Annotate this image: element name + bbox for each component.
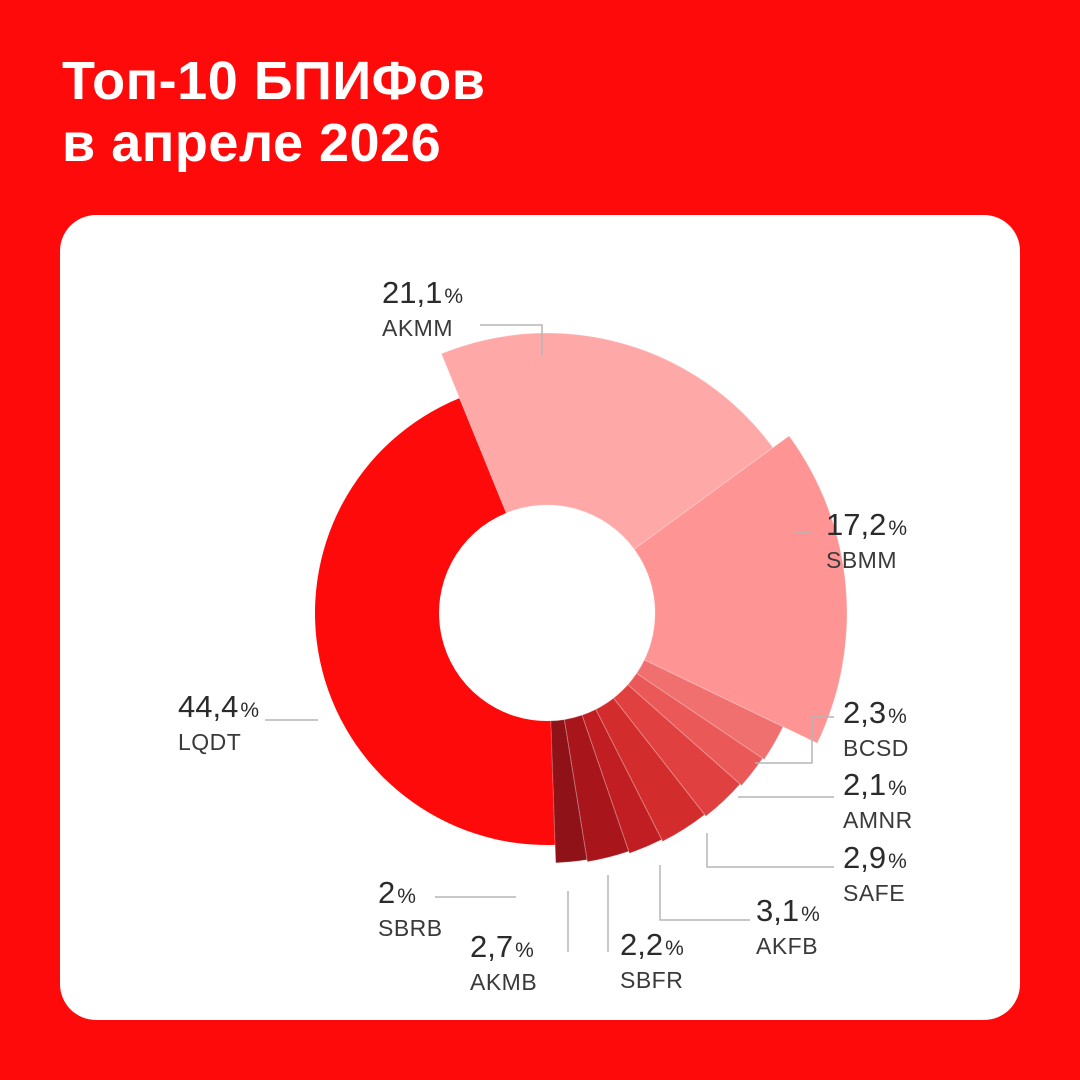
percent-sign: %	[240, 699, 259, 722]
title-line-1: Топ-10 БПИФов	[62, 51, 486, 111]
name-label-sbfr: SBFR	[620, 967, 683, 993]
name-label-sbmm: SBMM	[826, 547, 897, 573]
percent-sign: %	[665, 937, 684, 960]
slice-sbrb	[550, 719, 588, 864]
percent-sign: %	[801, 903, 820, 926]
leader-bcsd	[755, 716, 834, 764]
value-label-lqdt: 44,4%	[178, 689, 259, 724]
value-label-amnr: 2,1%	[843, 767, 907, 802]
slice-akmm	[440, 332, 774, 550]
name-label-amnr: AMNR	[843, 807, 913, 833]
name-label-lqdt: LQDT	[178, 729, 241, 755]
name-label-bcsd: BCSD	[843, 735, 909, 761]
name-label-akmb: AKMB	[470, 969, 537, 995]
slice-lqdt	[315, 398, 556, 845]
leader-safe	[706, 833, 834, 868]
percent-sign: %	[444, 285, 463, 308]
percent-sign: %	[888, 850, 907, 873]
title-line-2: в апреле 2026	[62, 113, 442, 173]
value-label-safe: 2,9%	[843, 840, 907, 875]
name-label-akmm: AKMM	[382, 315, 453, 341]
name-label-sbrb: SBRB	[378, 915, 443, 941]
value-label-sbmm: 17,2%	[826, 507, 907, 542]
slices-group	[315, 332, 848, 864]
leader-akmm	[480, 324, 543, 355]
percent-sign: %	[888, 777, 907, 800]
page-title: Топ-10 БПИФов в апреле 2026	[62, 50, 485, 174]
slice-akfb	[595, 697, 706, 843]
name-label-safe: SAFE	[843, 880, 905, 906]
slice-safe	[612, 683, 741, 818]
donut-chart: 44,4% LQDT 21,1% AKMM 17,2% SBMM 2,3% BCSD 2,1% A…	[178, 275, 913, 995]
percent-sign: %	[888, 705, 907, 728]
value-label-akmm: 21,1%	[382, 275, 463, 310]
value-label-sbfr: 2,2%	[620, 927, 684, 962]
value-label-akmb: 2,7%	[470, 929, 534, 964]
value-label-sbrb: 2%	[378, 875, 416, 910]
value-label-bcsd: 2,3%	[843, 695, 907, 730]
percent-sign: %	[515, 939, 534, 962]
name-label-akfb: AKFB	[756, 933, 818, 959]
value-label-akfb: 3,1%	[756, 893, 820, 928]
percent-sign: %	[397, 885, 416, 908]
leader-akfb	[659, 865, 750, 921]
percent-sign: %	[888, 517, 907, 540]
leaders-group	[265, 324, 834, 952]
chart-card: 44,4% LQDT 21,1% AKMM 17,2% SBMM 2,3% BCSD 2,1% A…	[60, 215, 1020, 1020]
slice-sbmm	[633, 435, 848, 744]
